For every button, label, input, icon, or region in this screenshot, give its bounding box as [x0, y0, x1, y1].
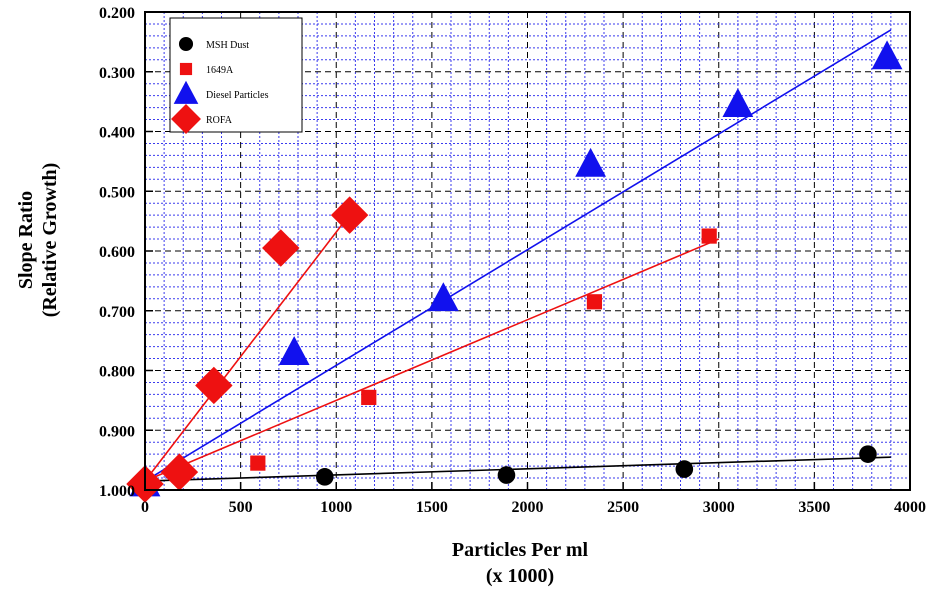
data-point-triangle — [722, 88, 754, 117]
legend-label: ROFA — [206, 115, 233, 126]
y-tick-label: 0.900 — [99, 423, 135, 440]
x-tick-label: 3000 — [703, 499, 735, 516]
fit-line — [144, 29, 892, 482]
legend-marker-square — [179, 62, 193, 76]
x-tick-label: 3500 — [798, 499, 830, 516]
data-point-diamond — [262, 229, 300, 267]
x-tick-label: 2500 — [607, 499, 639, 516]
x-tick-label: 4000 — [894, 499, 926, 516]
legend-marker-triangle — [173, 80, 199, 104]
x-axis-title: Particles Per ml — [452, 539, 589, 561]
legend-label: Diesel Particles — [206, 90, 269, 101]
tick-labels: 0 500 1000 1500 2000 2500 3000 3500 4000 0.200 0.3… — [99, 5, 926, 516]
legend: MSH Dust 1649A Diesel Particles ROFA — [169, 17, 303, 134]
legend-label: MSH Dust — [206, 40, 249, 51]
data-point-circle — [675, 460, 694, 478]
x-tick-label: 1000 — [320, 499, 352, 516]
data-point-square — [586, 294, 603, 310]
data-point-circle — [315, 468, 334, 486]
y-tick-label: 1.000 — [99, 483, 135, 500]
x-tick-label: 1500 — [416, 499, 448, 516]
legend-label: 1649A — [206, 65, 234, 76]
y-tick-label: 0.200 — [99, 5, 135, 22]
x-tick-label: 0 — [141, 499, 149, 516]
data-point-triangle — [427, 282, 459, 312]
fit-line — [144, 456, 891, 482]
y-axis-title: Slope Ratio — [15, 191, 37, 289]
data-point-circle — [859, 445, 877, 463]
y-tick-label: 0.400 — [99, 125, 135, 142]
x-tick-label: 2000 — [512, 499, 544, 516]
y-axis-subtitle: (Relative Growth) — [39, 163, 61, 318]
data-point-circle — [497, 466, 516, 484]
y-tick-label: 0.700 — [99, 304, 135, 321]
data-point-square — [361, 389, 377, 405]
data-point-diamond — [160, 453, 199, 491]
fit-lines — [144, 29, 892, 482]
data-point-diamond — [330, 196, 369, 234]
data-points — [126, 40, 903, 503]
fit-line — [144, 238, 720, 482]
data-point-triangle — [871, 40, 903, 70]
data-point-square — [250, 455, 266, 471]
y-tick-label: 0.300 — [99, 65, 135, 82]
legend-marker-diamond — [171, 104, 201, 134]
fit-line — [144, 211, 353, 482]
x-axis-subtitle: (x 1000) — [486, 565, 554, 587]
data-point-square — [701, 228, 717, 244]
legend-marker-circle — [178, 36, 194, 52]
x-tick-label: 500 — [229, 499, 253, 516]
data-point-triangle — [575, 147, 607, 177]
y-tick-label: 0.500 — [99, 184, 135, 201]
data-point-triangle — [278, 336, 310, 365]
y-tick-label: 0.800 — [99, 364, 135, 381]
y-tick-label: 0.600 — [99, 244, 135, 261]
data-point-diamond — [195, 366, 233, 405]
